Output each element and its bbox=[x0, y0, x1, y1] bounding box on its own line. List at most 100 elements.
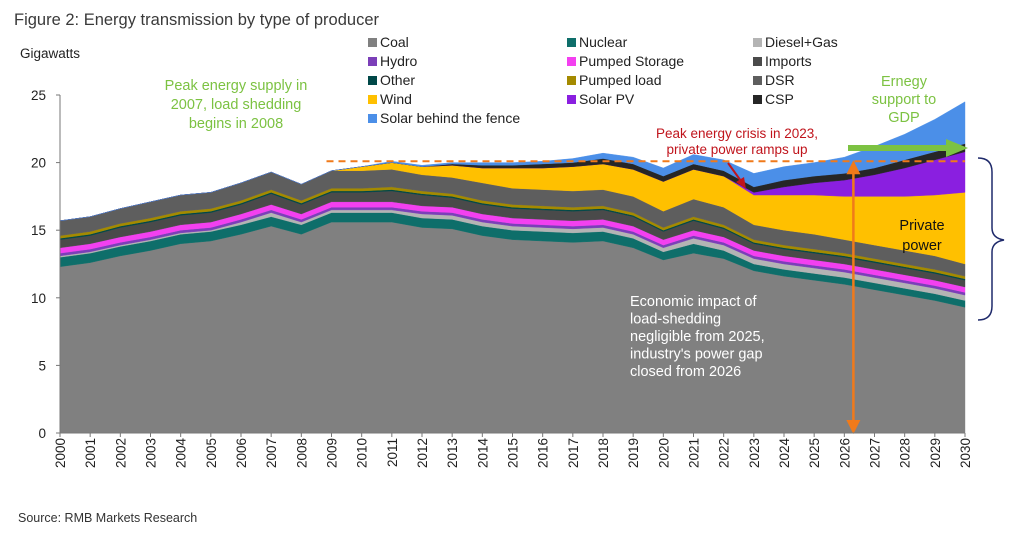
anno-private-power-line: power bbox=[902, 238, 942, 254]
x-tick-label: 2023 bbox=[747, 438, 762, 468]
legend-swatch-hydro bbox=[368, 57, 377, 66]
x-tick-label: 2026 bbox=[837, 438, 852, 468]
x-tick-label: 2014 bbox=[475, 438, 490, 469]
x-tick-label: 2000 bbox=[53, 438, 68, 468]
anno-gdp-support-line: Ernegy bbox=[881, 74, 928, 90]
annotations: Peak energy supply in 2007, load shedding… bbox=[165, 74, 945, 380]
x-tick-label: 2002 bbox=[113, 438, 128, 468]
anno-peak-crisis-line: Peak energy crisis in 2023, bbox=[656, 126, 818, 141]
legend-label-diesel-gas: Diesel+Gas bbox=[765, 34, 838, 50]
legend-label-csp: CSP bbox=[765, 91, 794, 107]
anno-peak-crisis: Peak energy crisis in 2023, private power… bbox=[656, 126, 818, 157]
source-note: Source: RMB Markets Research bbox=[18, 511, 197, 525]
stacked-areas bbox=[59, 101, 966, 434]
legend-label-pumped-storage: Pumped Storage bbox=[579, 53, 684, 69]
legend-swatch-wind bbox=[368, 95, 377, 104]
legend-swatch-dsr bbox=[753, 76, 762, 85]
anno-private-power: Private power bbox=[899, 218, 944, 254]
x-tick-label: 2017 bbox=[566, 438, 581, 468]
x-tick-label: 2030 bbox=[958, 438, 973, 468]
y-tick-label: 0 bbox=[38, 426, 46, 441]
x-tick-label: 2020 bbox=[656, 438, 671, 468]
y-axis-label: Gigawatts bbox=[20, 46, 80, 61]
y-tick-label: 10 bbox=[31, 291, 46, 306]
x-tick-label: 2024 bbox=[777, 438, 792, 469]
crisis-arrow-shaft bbox=[727, 162, 742, 182]
x-tick-label: 2027 bbox=[868, 438, 883, 468]
x-tick-label: 2021 bbox=[687, 438, 702, 468]
x-tick-label: 2028 bbox=[898, 438, 913, 468]
anno-gdp-support-line: support to bbox=[872, 92, 937, 108]
anno-economic-impact-line: Economic impact of bbox=[630, 294, 757, 310]
x-tick-label: 2018 bbox=[596, 438, 611, 468]
vertical-arrow-head-up bbox=[846, 160, 861, 175]
area-solar-behind-the-fence bbox=[59, 101, 966, 221]
legend-label-solar-behind-the-fence: Solar behind the fence bbox=[380, 110, 520, 126]
legend-swatch-solar-behind-the-fence bbox=[368, 114, 377, 123]
legend-swatch-pumped-storage bbox=[567, 57, 576, 66]
anno-economic-impact-line: industry's power gap bbox=[630, 347, 763, 363]
anno-economic-impact: Economic impact of load-shedding negligibl… bbox=[630, 294, 765, 380]
x-tick-label: 2008 bbox=[294, 438, 309, 468]
crisis-arrow-head bbox=[736, 177, 746, 189]
x-tick-label: 2013 bbox=[445, 438, 460, 468]
x-tick-label: 2019 bbox=[626, 438, 641, 468]
y-tick-label: 15 bbox=[31, 223, 46, 238]
anno-peak-crisis-line: private power ramps up bbox=[666, 142, 807, 157]
legend-swatch-csp bbox=[753, 95, 762, 104]
x-tick-label: 2001 bbox=[83, 438, 98, 468]
legend-swatch-imports bbox=[753, 57, 762, 66]
x-tick-label: 2009 bbox=[325, 438, 340, 468]
anno-peak-supply-line: Peak energy supply in bbox=[165, 78, 308, 94]
anno-economic-impact-line: closed from 2026 bbox=[630, 364, 741, 380]
legend-label-nuclear: Nuclear bbox=[579, 34, 628, 50]
x-tick-label: 2005 bbox=[204, 438, 219, 468]
chart-overlays bbox=[326, 139, 1005, 434]
private-power-brace bbox=[977, 157, 1005, 321]
legend-swatch-pumped-load bbox=[567, 76, 576, 85]
x-tick-label: 2029 bbox=[928, 438, 943, 468]
y-tick-label: 20 bbox=[31, 156, 46, 171]
x-tick-label: 2016 bbox=[536, 438, 551, 468]
x-tick-label: 2011 bbox=[385, 438, 400, 467]
legend-label-dsr: DSR bbox=[765, 72, 795, 88]
x-tick-label: 2003 bbox=[144, 438, 159, 468]
x-tick-label: 2004 bbox=[174, 438, 189, 469]
anno-peak-supply-line: 2007, load shedding bbox=[171, 97, 302, 113]
legend-swatch-nuclear bbox=[567, 38, 576, 47]
x-axis: 2000 2001 2002 2003 2004 2005 2006 2007 2008 2009… bbox=[53, 432, 973, 469]
x-tick-label: 2012 bbox=[415, 438, 430, 468]
legend: Coal Hydro Other Wind Solar behind the fence… bbox=[368, 34, 838, 126]
anno-private-power-line: Private bbox=[899, 218, 944, 234]
legend-label-solar-pv: Solar PV bbox=[579, 91, 635, 107]
x-tick-label: 2010 bbox=[355, 438, 370, 468]
legend-label-hydro: Hydro bbox=[380, 53, 418, 69]
legend-label-pumped-load: Pumped load bbox=[579, 72, 662, 88]
legend-swatch-other bbox=[368, 76, 377, 85]
chart-title: Figure 2: Energy transmission by type of… bbox=[14, 11, 380, 29]
y-tick-label: 25 bbox=[31, 88, 46, 103]
gdp-arrow-head bbox=[946, 139, 968, 157]
y-tick-label: 5 bbox=[38, 358, 46, 373]
legend-swatch-diesel-gas bbox=[753, 38, 762, 47]
anno-peak-supply-line: begins in 2008 bbox=[189, 116, 283, 132]
x-tick-label: 2007 bbox=[264, 438, 279, 468]
anno-gdp-support: Ernegy support to GDP bbox=[872, 74, 937, 126]
anno-peak-supply: Peak energy supply in 2007, load shedding… bbox=[165, 78, 308, 132]
x-tick-label: 2015 bbox=[506, 438, 521, 468]
anno-economic-impact-line: load-shedding bbox=[630, 312, 721, 328]
legend-swatch-coal bbox=[368, 38, 377, 47]
legend-swatch-solar-pv bbox=[567, 95, 576, 104]
anno-gdp-support-line: GDP bbox=[888, 110, 919, 126]
x-tick-label: 2022 bbox=[717, 438, 732, 468]
legend-label-coal: Coal bbox=[380, 34, 409, 50]
x-tick-label: 2025 bbox=[807, 438, 822, 468]
vertical-arrow-head-down bbox=[846, 420, 861, 434]
legend-label-other: Other bbox=[380, 72, 415, 88]
legend-label-imports: Imports bbox=[765, 53, 812, 69]
legend-label-wind: Wind bbox=[380, 91, 412, 107]
anno-economic-impact-line: negligible from 2025, bbox=[630, 329, 765, 345]
y-axis: 0 5 10 15 20 25 bbox=[31, 88, 61, 441]
x-tick-label: 2006 bbox=[234, 438, 249, 468]
